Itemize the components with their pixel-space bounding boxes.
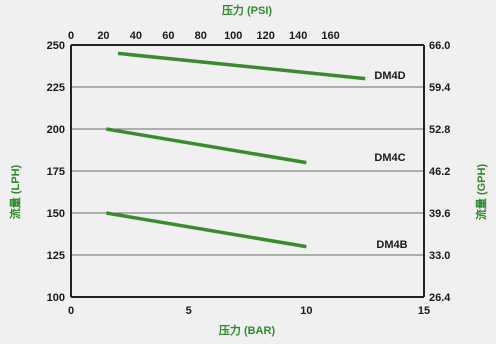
x-axis-title-top: 压力 (PSI) — [222, 3, 272, 17]
series-line-dm4b — [106, 211, 307, 249]
y-right-tick-label: 52.8 — [429, 124, 450, 136]
y-right-tick-label: 46.2 — [429, 166, 450, 178]
y-left-tick-label: 125 — [47, 250, 65, 262]
series-label-dm4b: DM4B — [376, 239, 407, 251]
y-right-tick-label: 33.0 — [429, 250, 450, 262]
y-right-tick-label: 39.6 — [429, 208, 450, 220]
x-top-tick-label: 20 — [97, 30, 109, 42]
x-bottom-tick-label: 5 — [186, 305, 192, 317]
x-top-tick-label: 60 — [162, 30, 174, 42]
y-left-tick-label: 225 — [47, 82, 65, 94]
x-axis-title-bottom: 压力 (BAR) — [219, 323, 276, 337]
y-right-tick-label: 26.4 — [429, 292, 451, 304]
series-line-dm4d — [117, 51, 366, 81]
x-top-tick-label: 80 — [195, 30, 207, 42]
x-top-tick-label: 140 — [289, 30, 307, 42]
x-top-tick-label: 120 — [257, 30, 275, 42]
grid-lines — [71, 86, 424, 256]
series-label-dm4c: DM4C — [374, 152, 405, 164]
y-right-tick-label: 59.4 — [429, 82, 451, 94]
x-top-tick-label: 40 — [130, 30, 142, 42]
series-line-dm4c — [106, 127, 307, 165]
series-lines — [106, 51, 366, 249]
y-left-tick-label: 150 — [47, 208, 65, 220]
y-left-tick-label: 250 — [47, 40, 65, 52]
series-label-dm4d: DM4D — [374, 70, 405, 82]
y-right-tick-label: 66.0 — [429, 40, 450, 52]
x-bottom-tick-label: 10 — [300, 305, 312, 317]
x-bottom-tick-label: 15 — [418, 305, 430, 317]
y-axis-title-left: 流量 (LPH) — [8, 164, 22, 219]
series-labels: DM4D DM4C DM4B — [374, 70, 407, 251]
y-axis-title-right: 流量 (GPH) — [474, 164, 488, 221]
y-left-tick-label: 100 — [47, 292, 65, 304]
x-bottom-tick-label: 0 — [68, 305, 74, 317]
axes — [70, 44, 425, 298]
x-top-tick-label: 0 — [68, 30, 74, 42]
y-left-tick-label: 175 — [47, 166, 65, 178]
x-top-tick-label: 160 — [321, 30, 339, 42]
y-left-tick-label: 200 — [47, 124, 65, 136]
x-top-tick-label: 100 — [224, 30, 242, 42]
